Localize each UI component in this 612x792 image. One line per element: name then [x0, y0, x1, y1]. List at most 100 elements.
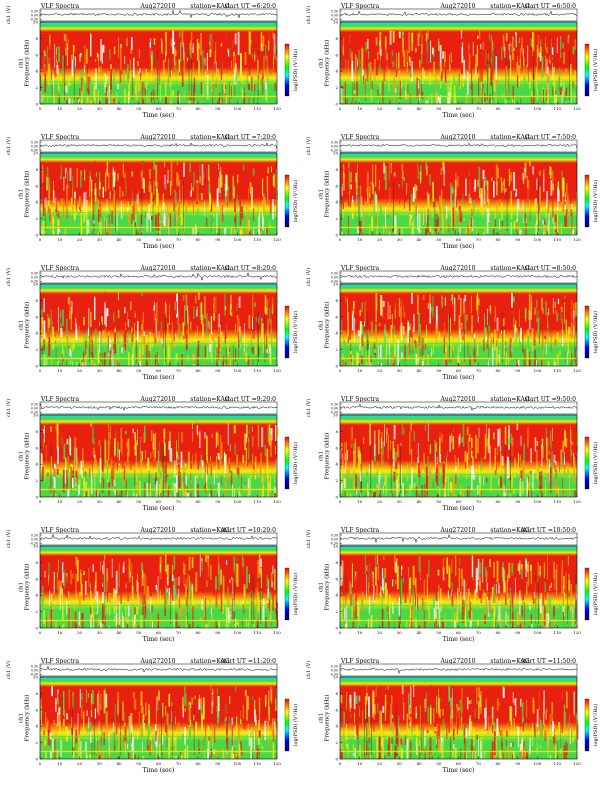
channel-tick-label: 0.30	[331, 271, 338, 275]
panel-station: station=KAG	[190, 265, 229, 272]
panel-date: Aug272010	[440, 265, 476, 272]
x-tick-label: 100	[234, 761, 242, 766]
panel-header: VLF Spectra	[40, 658, 80, 665]
x-tick-label: 80	[195, 499, 201, 504]
colorbar-label: log(PSD) (V²/Hz)	[292, 442, 299, 484]
x-tick-label: 30	[397, 499, 403, 504]
x-tick-label: 20	[377, 368, 383, 373]
panel-start-ut: start UT =10:20:0	[221, 527, 277, 534]
channel-tick-label: -0.30	[30, 18, 38, 22]
spectral-band	[340, 95, 577, 98]
colorbar-label: log(PSD) (V²/Hz)	[592, 311, 599, 353]
spectral-band	[340, 212, 577, 214]
x-tick-label: 110	[253, 499, 261, 504]
spectrogram-panel: VLF Spectra Aug272010 station=KAG start UT …	[0, 658, 300, 788]
y-tick-label: 0	[35, 757, 38, 762]
channel-tick-label: 0.30	[31, 402, 38, 406]
panel-header: VLF Spectra	[340, 265, 380, 272]
channel-tick-label: -0.30	[330, 411, 338, 415]
y-tick-label: 10	[33, 544, 39, 549]
y-axis-label: ch1Frequency (kHz)	[18, 171, 30, 218]
spectral-band	[40, 605, 277, 607]
x-tick-label: 110	[553, 237, 561, 242]
spectrogram-texture	[340, 685, 579, 759]
colorbar-label: log(PSD) (V²/Hz)	[592, 704, 599, 746]
panel-start-ut: start UT =7:20:0	[224, 134, 276, 141]
y-tick-label: 2	[335, 347, 338, 352]
x-tick-label: 0	[39, 499, 42, 504]
x-tick-label: 10	[57, 237, 63, 242]
x-tick-label: 90	[215, 237, 221, 242]
colorbar	[584, 43, 590, 97]
y-tick-label: 6	[335, 707, 338, 712]
spectrogram-panel: VLF Spectra Aug272010 station=KAG start UT …	[0, 3, 300, 133]
spectrogram-texture	[341, 292, 579, 366]
x-axis-label: Time (sec)	[443, 767, 475, 774]
channel-tick-label: 0.00	[31, 14, 38, 18]
panel-date: Aug272010	[440, 396, 476, 403]
y-tick-label: 10	[33, 151, 39, 156]
x-tick-label: 90	[215, 499, 221, 504]
y-tick-label: 0	[35, 364, 38, 369]
y-axis-label: ch1Frequency (kHz)	[18, 564, 30, 611]
x-tick-label: 120	[573, 630, 581, 635]
panel-date: Aug272010	[440, 527, 476, 534]
channel-tick-label: 0.00	[31, 538, 38, 542]
y-tick-label: 2	[335, 85, 338, 90]
y-tick-label: 6	[335, 314, 338, 319]
y-tick-label: 8	[335, 560, 338, 565]
colorbar-label: log(PSD) (V²/Hz)	[592, 180, 599, 222]
y-tick-label: 2	[35, 216, 38, 221]
x-tick-label: 100	[534, 368, 542, 373]
channel-tick-label: 0.00	[331, 276, 338, 280]
y-tick-label: 10	[333, 20, 339, 25]
x-tick-label: 0	[339, 761, 342, 766]
x-tick-label: 20	[77, 368, 83, 373]
x-tick-label: 30	[397, 237, 403, 242]
spectral-band	[40, 474, 277, 476]
x-tick-label: 40	[116, 630, 122, 635]
x-tick-label: 100	[534, 630, 542, 635]
panel-date: Aug272010	[140, 134, 176, 141]
x-tick-label: 100	[234, 499, 242, 504]
colorbar-label: log(PSD) (V²/Hz)	[292, 180, 299, 222]
x-tick-label: 50	[136, 499, 142, 504]
x-tick-label: 110	[253, 368, 261, 373]
spectrogram-panel: VLF Spectra Aug272010 station=KAG start UT …	[0, 527, 300, 657]
x-tick-label: 80	[495, 630, 501, 635]
x-tick-label: 0	[339, 368, 342, 373]
y-tick-label: 6	[35, 52, 38, 57]
x-tick-label: 90	[515, 237, 521, 242]
y-tick-label: 6	[335, 183, 338, 188]
y-tick-label: 8	[335, 167, 338, 172]
colorbar	[584, 567, 590, 621]
x-tick-label: 110	[553, 106, 561, 111]
x-tick-label: 70	[476, 368, 482, 373]
x-tick-label: 40	[116, 761, 122, 766]
x-tick-label: 60	[156, 237, 162, 242]
x-tick-label: 90	[515, 499, 521, 504]
panel-header: VLF Spectra	[40, 396, 80, 403]
x-axis-label: Time (sec)	[143, 767, 175, 774]
spectrogram-panel: VLF Spectra Aug272010 station=KAG start UT …	[0, 265, 300, 395]
channel-tick-label: -0.30	[30, 149, 38, 153]
y-tick-label: 0	[335, 626, 338, 631]
x-tick-label: 40	[416, 368, 422, 373]
y-tick-label: 4	[35, 69, 38, 74]
spectrogram-texture	[340, 423, 579, 497]
channel-trace-line	[39, 142, 278, 149]
panel-header: VLF Spectra	[40, 527, 80, 534]
x-tick-label: 100	[534, 237, 542, 242]
x-tick-label: 80	[495, 761, 501, 766]
x-tick-label: 120	[573, 106, 581, 111]
panel-date: Aug272010	[440, 134, 476, 141]
x-axis-label: Time (sec)	[443, 112, 475, 119]
channel-trace-line	[39, 403, 278, 411]
spectral-band	[340, 343, 577, 345]
channel-axis-label: ch1 (V)	[305, 661, 312, 679]
x-tick-label: 0	[339, 630, 342, 635]
